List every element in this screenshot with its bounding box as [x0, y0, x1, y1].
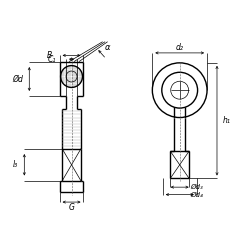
- Text: d₂: d₂: [176, 44, 184, 52]
- Text: G: G: [68, 203, 74, 212]
- Text: C₁: C₁: [48, 54, 56, 64]
- Text: h₁: h₁: [222, 116, 230, 125]
- Text: B: B: [47, 51, 52, 60]
- Text: Ød: Ød: [12, 74, 23, 84]
- Text: l₃: l₃: [13, 160, 18, 169]
- Text: Ød₄: Ød₄: [190, 192, 203, 198]
- Text: α: α: [105, 44, 110, 52]
- Text: Ød₃: Ød₃: [190, 184, 203, 190]
